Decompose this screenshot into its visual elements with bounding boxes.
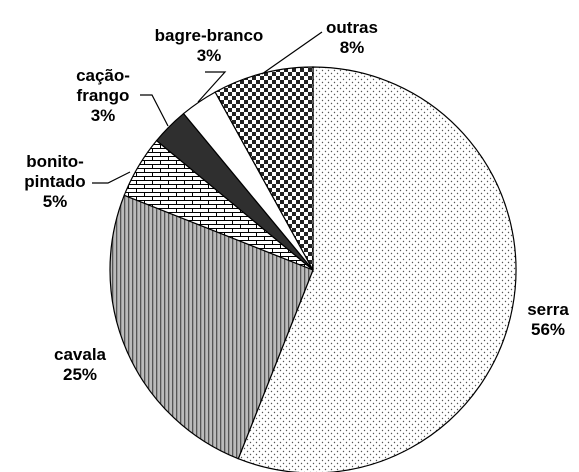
category-label: bonito-pintado <box>24 152 86 191</box>
category-label: outras <box>326 18 378 37</box>
value-label: 56% <box>530 320 566 339</box>
slice-label: outras 8% <box>307 18 397 58</box>
leader-line <box>92 171 131 184</box>
category-label: cação-frango <box>76 66 130 105</box>
slice-label: cação-frango 3% <box>68 66 138 126</box>
pie-slice <box>109 194 314 460</box>
slice-label: cavala 25% <box>35 345 125 385</box>
category-label: cavala <box>54 345 106 364</box>
leaders <box>92 31 323 184</box>
leader-line <box>140 94 169 127</box>
slice-label: bonito-pintado 5% <box>15 152 95 212</box>
leader-line <box>261 31 323 75</box>
slices <box>109 66 517 472</box>
category-label: bagre-branco <box>154 26 264 45</box>
value-label: 3% <box>90 106 116 125</box>
slice-label: bagre-branco 3% <box>144 26 274 66</box>
slice-label: serra 56% <box>503 300 579 340</box>
value-label: 3% <box>196 46 222 65</box>
pie-slice <box>237 66 517 472</box>
leader-line <box>197 71 227 103</box>
value-label: 5% <box>42 192 68 211</box>
value-label: 8% <box>339 38 365 57</box>
category-label: serra <box>527 300 569 319</box>
value-label: 25% <box>62 365 98 384</box>
